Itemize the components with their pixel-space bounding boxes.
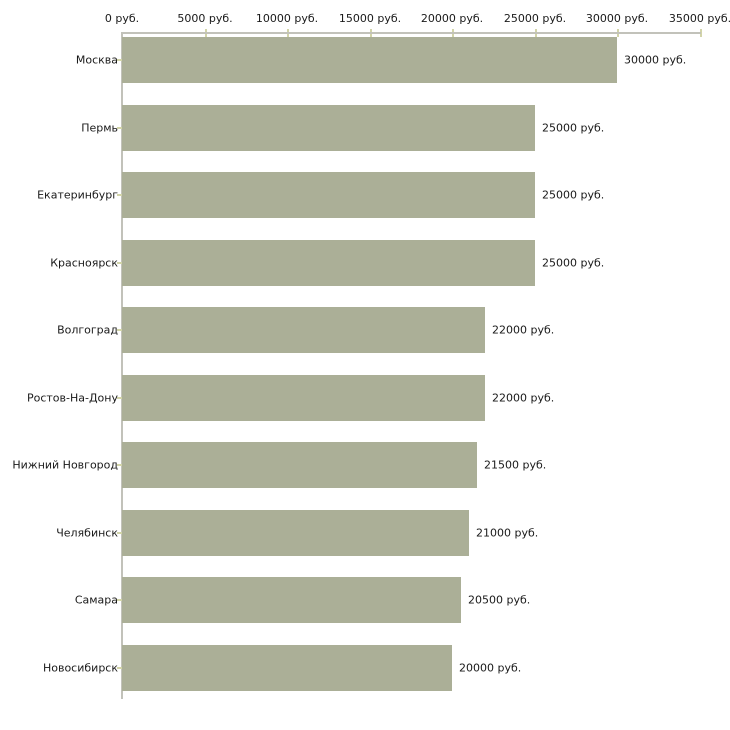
category-label: Волгоград [57, 323, 118, 337]
category-label: Ростов-На-Дону [26, 391, 118, 405]
bar-value-label: 25000 руб. [542, 188, 605, 202]
category-label: Челябинск [56, 526, 118, 540]
x-axis-tick-label: 5000 руб. [177, 12, 233, 25]
bar [122, 645, 452, 691]
x-axis-tick-label: 30000 руб. [585, 12, 649, 25]
bar-value-label: 25000 руб. [542, 256, 605, 270]
bar-value-label: 20000 руб. [459, 661, 522, 675]
y-axis-tick-mark [117, 194, 123, 196]
bar [122, 172, 535, 218]
y-axis-tick-mark [117, 329, 123, 331]
x-axis-tick-label: 0 руб. [104, 12, 140, 25]
x-axis-line [121, 32, 701, 34]
x-axis-tick-label: 15000 руб. [338, 12, 402, 25]
bar [122, 240, 535, 286]
category-label: Красноярск [50, 256, 118, 270]
y-axis-line [121, 32, 123, 699]
x-axis-tick-label: 20000 руб. [420, 12, 484, 25]
bar-value-label: 21500 руб. [484, 458, 547, 472]
x-axis-tick-label: 35000 руб. [668, 12, 730, 25]
bar [122, 577, 461, 623]
category-label: Новосибирск [42, 661, 118, 675]
bar-value-label: 20500 руб. [468, 593, 531, 607]
y-axis-tick-mark [117, 667, 123, 669]
category-label: Самара [74, 593, 118, 607]
y-axis-tick-mark [117, 262, 123, 264]
category-label: Пермь [81, 121, 118, 135]
x-axis-tick-label: 10000 руб. [255, 12, 319, 25]
bar-value-label: 22000 руб. [492, 323, 555, 337]
bar-value-label: 25000 руб. [542, 121, 605, 135]
bar [122, 105, 535, 151]
bar [122, 375, 485, 421]
y-axis-tick-mark [117, 464, 123, 466]
category-label: Москва [75, 53, 118, 67]
x-axis-tick-label: 25000 руб. [503, 12, 567, 25]
bar [122, 307, 485, 353]
y-axis-tick-mark [117, 599, 123, 601]
bar-value-label: 21000 руб. [476, 526, 539, 540]
y-axis-tick-mark [117, 127, 123, 129]
bar-value-label: 30000 руб. [624, 53, 687, 67]
category-label: Екатеринбург [37, 188, 118, 202]
y-axis-tick-mark [117, 532, 123, 534]
bar [122, 37, 617, 83]
y-axis-tick-mark [117, 397, 123, 399]
x-axis-tick-mark [700, 29, 702, 37]
y-axis-tick-mark [117, 59, 123, 61]
bar [122, 510, 469, 556]
category-label: Нижний Новгород [12, 458, 118, 472]
bar-value-label: 22000 руб. [492, 391, 555, 405]
bar [122, 442, 477, 488]
